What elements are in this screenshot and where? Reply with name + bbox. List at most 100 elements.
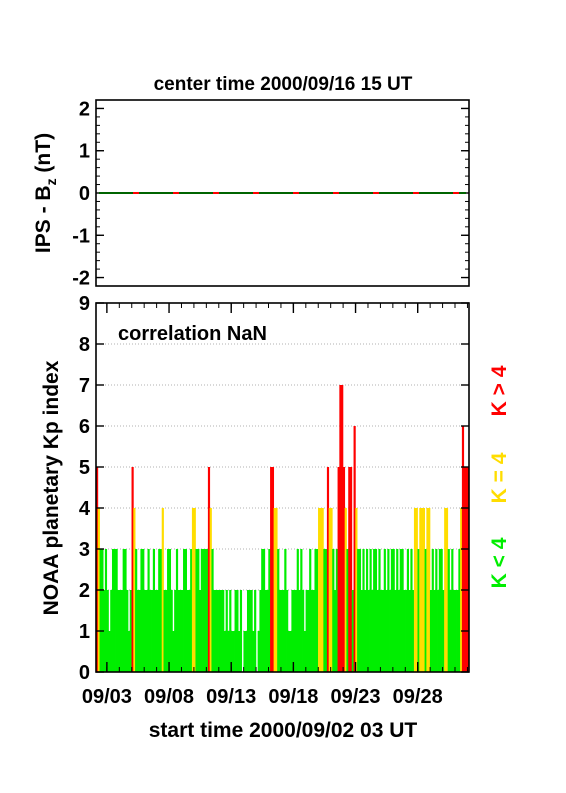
kp-bar [296,549,299,672]
kp-bar [392,549,395,672]
kp-bar [412,590,415,672]
kp-bar [234,590,237,672]
kp-bar [278,590,282,672]
kp-bar [197,549,200,672]
kp-xtick-label: 09/23 [331,686,381,708]
kp-bar [230,631,234,672]
kp-bar [300,549,303,672]
kp-bar [298,590,301,672]
kp-bar [127,631,131,672]
kp-bar [245,631,248,672]
kp-bar [239,590,243,672]
kp-bar [207,467,211,672]
kp-bar [270,467,273,672]
kp-bar [364,590,367,672]
kp-bar [348,467,351,672]
kp-bar [243,631,246,672]
kp-bar [451,549,454,672]
kp-bar [126,590,129,672]
bottom-panel-ticks: 0 1 2 3 4 5 6 7 8 9 09/03 09/08 09/13 09/18 09/23 09/28 [79,293,469,708]
kp-bar [275,508,278,672]
kp-bar [170,590,173,672]
legend-item: K = 4 [488,452,511,503]
kp-bar [273,508,276,672]
kp-bar [268,549,271,672]
kp-bar [191,508,195,672]
kp-bar [307,590,310,672]
kp-bar [349,467,353,672]
kp-bar [186,590,189,672]
kp-bar [417,549,420,672]
bottom-panel-xlabel: start time 2000/09/02 03 UT [149,719,418,742]
kp-bar [167,549,170,672]
kp-bar [254,590,257,672]
top-ytick-label: -2 [72,268,90,290]
legend-item: K > 4 [488,365,511,416]
kp-bar [445,508,449,672]
kp-bar [223,631,227,672]
kp-bar [261,549,264,672]
kp-bar [390,549,394,672]
kp-bar [209,508,212,672]
kp-bar [437,590,440,672]
kp-bar [99,549,102,672]
kp-bar [369,549,372,672]
kp-bar [351,590,354,672]
kp-bar [211,549,214,672]
kp-bar [115,549,118,672]
kp-bar [183,549,186,672]
kp-bar [367,590,370,672]
kp-xtick-label: 09/08 [144,686,194,708]
kp-bar [316,549,319,672]
top-ytick-label: 0 [79,183,90,205]
kp-bar [334,590,337,672]
kp-bar [314,549,317,672]
kp-bar [396,549,399,672]
kp-bar [421,508,424,672]
kp-bar [403,590,406,672]
kp-bar [415,508,418,672]
kp-bar [325,549,328,672]
top-ytick-label: 1 [79,141,90,163]
kp-bar [262,549,266,672]
kp-bar [218,590,221,672]
kp-bar [250,590,253,672]
kp-bar [449,590,452,672]
kp-bar [129,590,132,672]
kp-bar [145,590,148,672]
kp-bar [458,549,461,672]
kp-bar [206,549,209,672]
bottom-panel-frame [95,302,470,673]
kp-bar [140,549,143,672]
kp-bar [165,590,168,672]
kp-bar [120,590,124,672]
kp-bar [202,549,205,672]
kp-bar [101,549,104,672]
kp-bar [188,590,191,672]
kp-ytick-label: 3 [79,539,90,561]
kp-bar [303,631,306,672]
kp-bar [119,590,122,672]
kp-xtick-label: 09/13 [206,686,256,708]
kp-bar [227,631,230,672]
kp-bar [163,590,166,672]
kp-bar [264,590,267,672]
kp-bar [454,590,457,672]
kp-bar [136,590,140,672]
kp-bar [184,549,187,672]
kp-bar [410,549,413,672]
kp-bar [326,467,330,672]
kp-ytick-label: 8 [79,334,90,356]
kp-bar [408,590,411,672]
kp-bar [124,549,127,672]
kp-bar [195,549,198,672]
kp-bar [135,549,138,672]
kp-bar [111,549,115,672]
kp-bar [96,467,99,672]
kp-bar [152,549,156,672]
kp-bar [236,590,239,672]
kp-bar [156,590,159,672]
kp-bar [293,590,296,672]
kp-bar [447,549,450,672]
